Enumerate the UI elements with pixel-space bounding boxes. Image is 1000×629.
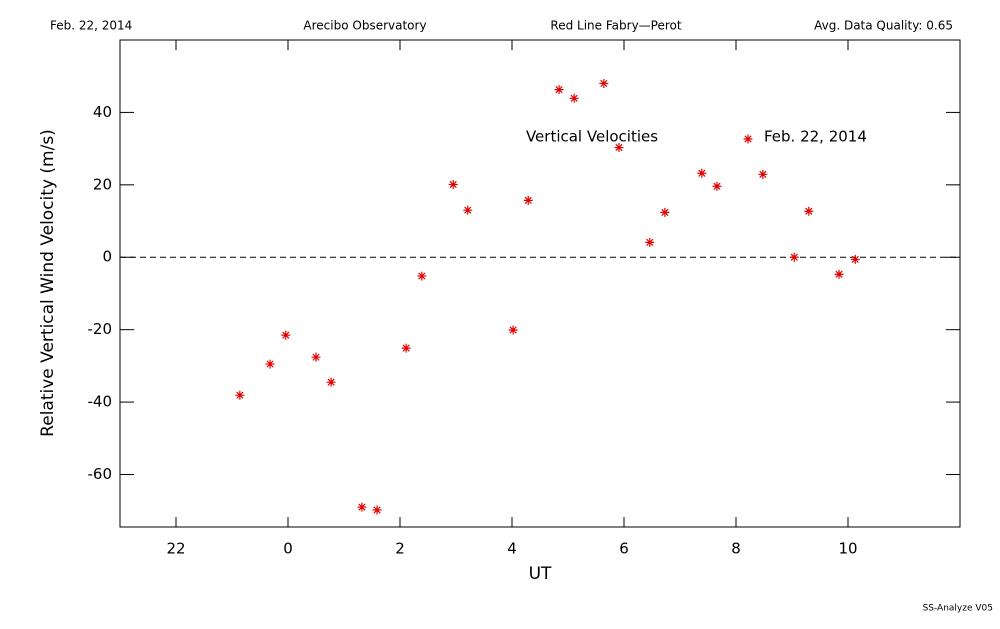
y-tick-label: 20 [93,175,112,193]
y-tick-label: -20 [88,320,113,338]
y-tick-label: 0 [102,248,112,266]
point [554,85,564,95]
point [463,205,473,215]
point [599,78,609,88]
point [569,93,579,103]
point [235,390,245,400]
x-tick-label: 2 [395,540,405,558]
plot-frame [119,39,961,528]
point [712,181,722,191]
x-axis-label: UT [529,564,552,584]
header-date: Feb. 22, 2014 [50,19,132,33]
point [523,195,533,205]
x-tick-label: 0 [283,540,293,558]
point [357,502,367,512]
point [850,254,860,264]
point [660,207,670,217]
point [758,169,768,179]
annotation: Vertical Velocities [526,128,658,146]
x-tick-label: 8 [731,540,741,558]
point [448,179,458,189]
legend-symbol [743,134,753,144]
header-quality: Avg. Data Quality: 0.65 [814,19,953,33]
header-instrument: Red Line Fabry—Perot [550,19,681,33]
x-tick-label: 6 [619,540,629,558]
point [281,330,291,340]
point [265,359,275,369]
point [401,343,411,353]
x-tick-label: 22 [166,540,185,558]
point [311,352,321,362]
point [834,269,844,279]
point [789,252,799,262]
y-tick-label: 40 [93,103,112,121]
point [508,325,518,335]
point [645,237,655,247]
y-tick-label: -40 [88,393,113,411]
header-site: Arecibo Observatory [303,19,426,33]
point [697,168,707,178]
legend-label: Feb. 22, 2014 [764,128,867,146]
point [614,143,624,153]
point [326,377,336,387]
y-tick-label: -60 [88,465,113,483]
point [417,271,427,281]
footer: SS-Analyze V05 [923,604,993,614]
y-axis-label: Relative Vertical Wind Velocity (m/s) [38,129,58,437]
point [804,206,814,216]
x-tick-label: 10 [838,540,857,558]
x-tick-label: 4 [507,540,517,558]
point [372,505,382,515]
